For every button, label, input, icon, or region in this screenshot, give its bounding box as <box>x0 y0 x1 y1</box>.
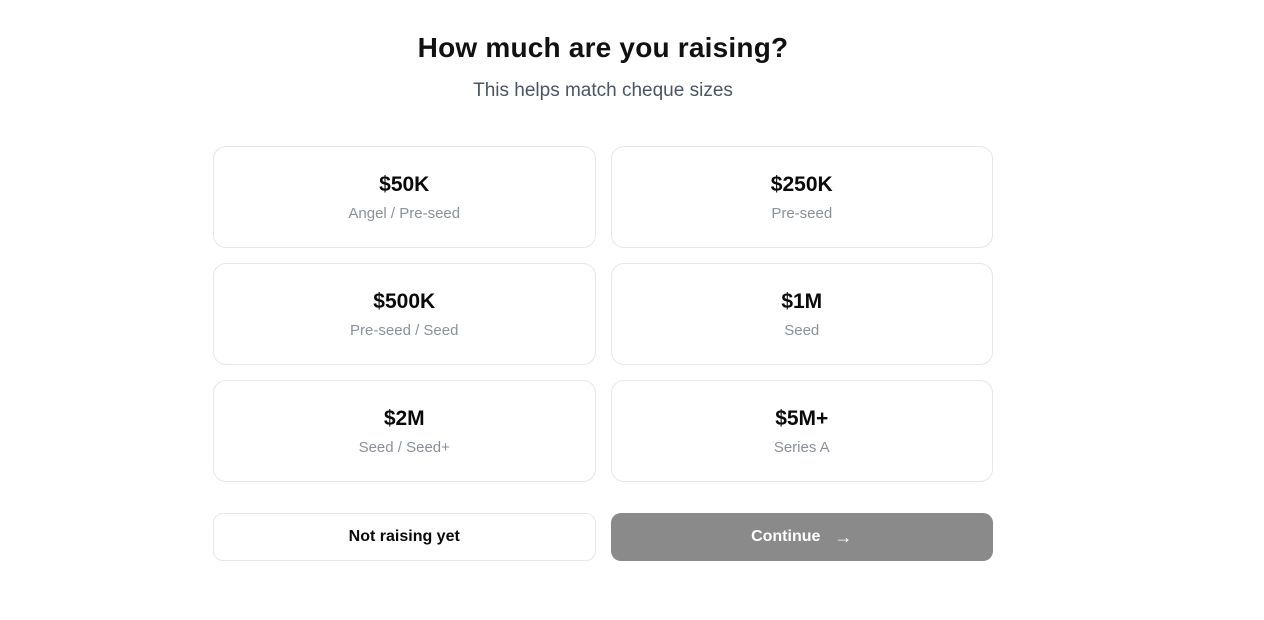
option-amount: $2M <box>383 406 425 430</box>
continue-button-label: Continue <box>751 528 821 545</box>
option-stage: Angel / Pre-seed <box>348 204 461 222</box>
option-stage: Series A <box>773 438 830 456</box>
option-stage: Pre-seed / Seed <box>350 321 459 339</box>
option-amount: $1M <box>781 289 823 313</box>
not-raising-yet-button[interactable]: Not raising yet <box>213 513 596 561</box>
option-stage: Seed <box>784 321 820 339</box>
option-card-5m-plus[interactable]: $5M+ Series A <box>610 380 993 482</box>
option-card-250k[interactable]: $250K Pre-seed <box>610 146 993 248</box>
option-stage: Pre-seed <box>771 204 833 222</box>
amount-options-grid: $50K Angel / Pre-seed $250K Pre-seed $50… <box>213 146 993 482</box>
option-amount: $50K <box>379 172 430 196</box>
option-card-500k[interactable]: $500K Pre-seed / Seed <box>213 263 596 365</box>
option-amount: $5M+ <box>775 406 829 430</box>
raise-amount-form: How much are you raising? This helps mat… <box>213 0 993 561</box>
continue-button[interactable]: Continue → <box>610 513 993 561</box>
option-amount: $250K <box>770 172 833 196</box>
arrow-right-icon: → <box>834 527 853 547</box>
option-card-2m[interactable]: $2M Seed / Seed+ <box>213 380 596 482</box>
option-amount: $500K <box>373 289 436 313</box>
option-stage: Seed / Seed+ <box>358 438 450 456</box>
option-card-1m[interactable]: $1M Seed <box>610 263 993 365</box>
page-subtitle: This helps match cheque sizes <box>473 80 733 101</box>
actions-row: Not raising yet Continue → <box>213 513 993 561</box>
page-title: How much are you raising? <box>417 32 789 63</box>
option-card-50k[interactable]: $50K Angel / Pre-seed <box>213 146 596 248</box>
